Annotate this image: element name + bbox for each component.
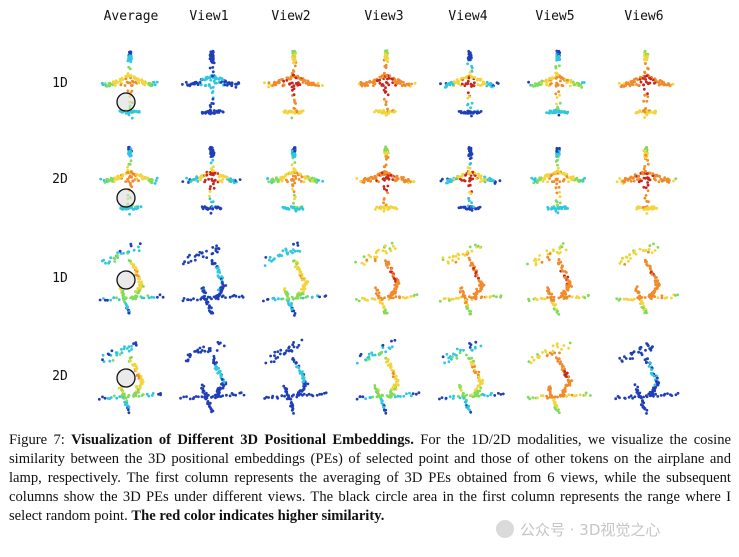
row-header-2d-airplane: 2D xyxy=(52,172,68,187)
airplane-thumbnail xyxy=(346,142,426,222)
row-header-1d-airplane: 1D xyxy=(52,76,68,91)
lamp-thumbnail xyxy=(254,238,334,318)
column-header-view2: View2 xyxy=(271,9,311,24)
airplane-thumbnail xyxy=(430,142,510,222)
caption-label: Figure 7: xyxy=(9,432,72,448)
caption-emphasis: The red color indicates higher similarit… xyxy=(131,508,385,524)
airplane-thumbnail xyxy=(430,46,510,126)
lamp-thumbnail xyxy=(90,336,170,416)
lamp-thumbnail xyxy=(90,238,170,318)
lamp-thumbnail xyxy=(518,336,598,416)
selection-circle xyxy=(116,188,136,208)
airplane-thumbnail xyxy=(90,46,170,126)
caption-body: For the 1D/2D modalities, we visualize t… xyxy=(9,432,731,524)
lamp-thumbnail xyxy=(172,238,252,318)
airplane-thumbnail xyxy=(172,46,252,126)
lamp-thumbnail xyxy=(430,238,510,318)
selection-circle xyxy=(116,270,136,290)
airplane-thumbnail xyxy=(172,142,252,222)
lamp-thumbnail xyxy=(254,336,334,416)
figure-caption: Figure 7: Visualization of Different 3D … xyxy=(9,431,731,526)
airplane-thumbnail xyxy=(606,46,686,126)
column-header-view1: View1 xyxy=(189,9,229,24)
airplane-thumbnail xyxy=(254,46,334,126)
lamp-thumbnail xyxy=(172,336,252,416)
lamp-thumbnail xyxy=(346,238,426,318)
airplane-thumbnail xyxy=(606,142,686,222)
airplane-thumbnail xyxy=(518,142,598,222)
row-header-1d-lamp: 1D xyxy=(52,271,68,286)
selection-circle xyxy=(116,92,136,112)
column-header-view5: View5 xyxy=(535,9,575,24)
airplane-thumbnail xyxy=(518,46,598,126)
airplane-thumbnail xyxy=(346,46,426,126)
caption-title: Visualization of Different 3D Positional… xyxy=(71,432,414,448)
airplane-thumbnail xyxy=(90,142,170,222)
selection-circle xyxy=(116,368,136,388)
column-header-view3: View3 xyxy=(364,9,404,24)
row-header-2d-lamp: 2D xyxy=(52,369,68,384)
column-header-view4: View4 xyxy=(448,9,488,24)
lamp-thumbnail xyxy=(346,336,426,416)
column-header-average: Average xyxy=(103,9,159,24)
lamp-thumbnail xyxy=(518,238,598,318)
airplane-thumbnail xyxy=(254,142,334,222)
lamp-thumbnail xyxy=(606,336,686,416)
lamp-thumbnail xyxy=(430,336,510,416)
lamp-thumbnail xyxy=(606,238,686,318)
column-header-view6: View6 xyxy=(624,9,664,24)
